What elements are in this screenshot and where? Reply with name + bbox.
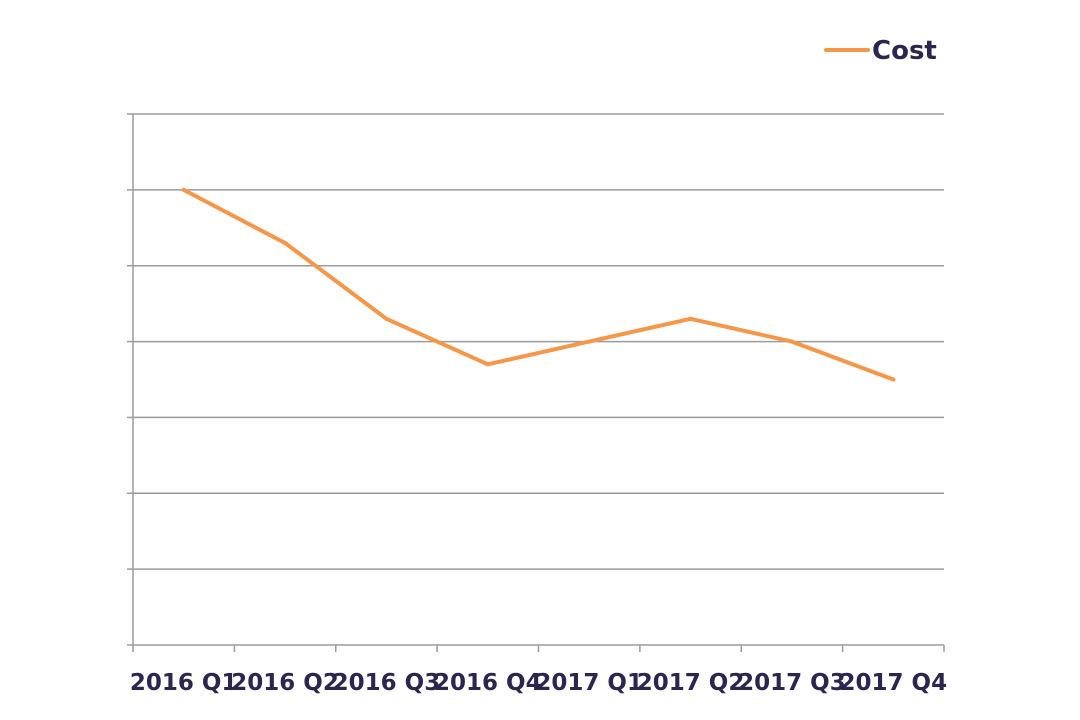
x-tick-label: 2017 Q3 (738, 670, 846, 696)
data-point (688, 316, 693, 321)
gridlines (133, 113, 944, 570)
data-point (789, 339, 794, 344)
x-tick-label: 2017 Q1 (535, 670, 643, 696)
x-tick-label: 2016 Q4 (434, 670, 542, 696)
data-point (891, 377, 896, 382)
series-layer (181, 187, 896, 382)
data-point (587, 339, 592, 344)
x-tick-label: 2016 Q2 (231, 670, 339, 696)
legend-label-cost: Cost (872, 36, 937, 66)
x-tick-label: 2017 Q2 (637, 670, 745, 696)
data-point (485, 362, 490, 367)
data-point (181, 187, 186, 192)
x-tick-label: 2017 Q4 (840, 670, 948, 696)
legend: Cost (824, 36, 937, 66)
series-line-cost (181, 187, 896, 382)
axes (127, 113, 945, 652)
x-tick-label: 2016 Q1 (130, 670, 238, 696)
data-point (384, 316, 389, 321)
data-point (283, 240, 288, 245)
x-tick-label: 2016 Q3 (333, 670, 441, 696)
